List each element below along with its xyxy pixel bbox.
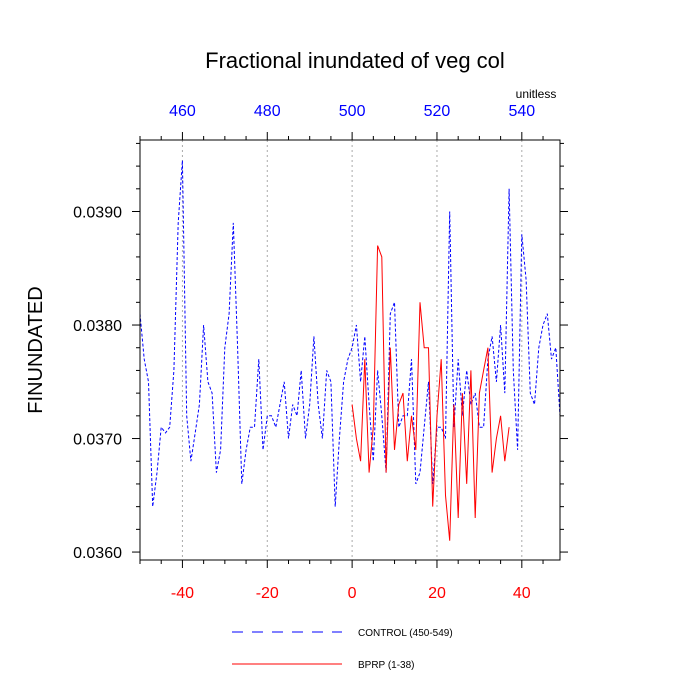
units-label: unitless [516,87,557,101]
x-tick-label-bottom: 40 [513,585,531,602]
y-tick-label: 0.0380 [73,318,122,335]
x-tick-label-top: 500 [339,103,366,120]
chart-title: Fractional inundated of veg col [205,48,505,73]
y-axis-title: FINUNDATED [25,286,47,413]
legend-bprp-label: BPRP (1-38) [358,660,415,671]
grid-lines [181,140,523,560]
x-tick-label-top: 480 [254,103,281,120]
x-tick-label-bottom: 20 [428,585,446,602]
series-group [139,160,561,541]
x-tick-label-bottom: 0 [348,585,357,602]
y-tick-label: 0.0360 [73,545,122,562]
axis-ticks [132,132,568,568]
legend: CONTROL (450-549) BPRP (1-38) [232,628,453,671]
x-tick-label-top: 520 [424,103,451,120]
x-tick-label-bottom: -20 [256,585,279,602]
x-tick-label-top: 460 [169,103,196,120]
y-tick-label: 0.0370 [73,432,122,449]
plot-frame [139,139,561,561]
legend-control-label: CONTROL (450-549) [358,628,453,639]
x-tick-label-bottom: -40 [171,585,194,602]
series-line-0 [139,160,561,507]
y-tick-label: 0.0390 [73,205,122,222]
x-tick-label-top: 540 [508,103,535,120]
series-line-1 [351,245,510,541]
axis-labels: -40 -20 0 20 40 460 480 500 520 540 0.0360 0.0370 0.… [73,103,535,602]
